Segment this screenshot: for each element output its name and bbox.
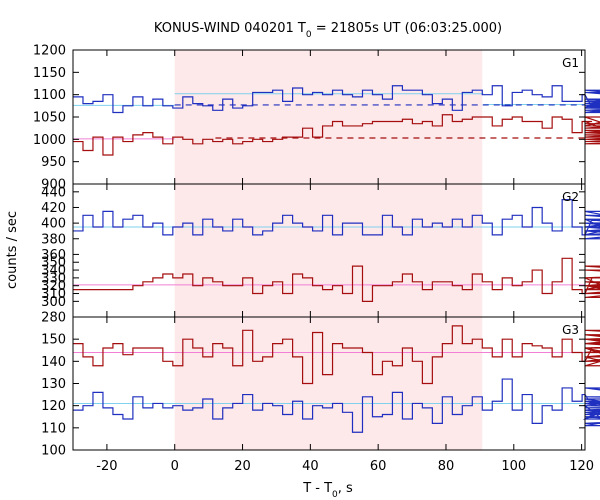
x-tick-label: 40 [302,459,319,474]
panel-g1-ytick-label: 1150 [33,66,66,81]
panel-g2-series-blue [73,199,600,240]
panel-g1-series-blue [73,85,600,114]
chart-title: KONUS-WIND 040201 T0 = 21805s UT (06:03:… [154,21,502,40]
panel-g3-label: G3 [562,323,579,337]
panel-g2-ytick-label: 340 [41,264,66,279]
panel-g1-ytick-label: 1050 [33,111,66,126]
series-layer [73,85,600,433]
panel-g1-ytick-label: 900 [41,178,66,193]
panel-g2-ytick-label: 320 [41,279,66,294]
x-tick-label: 60 [370,459,387,474]
x-axis-title: T - T0, s [302,481,353,500]
panel-g3-ytick-label: 110 [41,421,66,436]
x-tick-label: 120 [569,459,594,474]
y-axis-title: counts / sec [5,211,20,289]
panel-g3-ytick-label: 100 [41,444,66,459]
panel-g2-ytick-label: 400 [41,217,66,232]
panel-g3-ytick-label: 150 [41,333,66,348]
panel-g1-series-red [73,114,600,156]
x-tick-label: 20 [234,459,251,474]
panel-g3-series-red [73,325,600,385]
x-tick-label: 0 [171,459,179,474]
x-tick-label: 80 [438,459,455,474]
panel-g2-ytick-label: 440 [41,185,66,200]
panel-g1-ytick-label: 1200 [33,44,66,59]
background-level-layer [73,93,585,404]
panel-g1-ytick-label: 1000 [33,133,66,148]
panel-g3-ytick-label: 140 [41,355,66,370]
panel-g2-label: G2 [562,190,579,204]
panel-g2-ytick-label: 310 [41,287,66,302]
panel-g2-ytick-label: 280 [41,311,66,326]
panel-g1-label: G1 [562,56,579,70]
tick-layer: 90095010001050110011501200G1280300310320… [33,44,594,475]
x-tick-label: 100 [501,459,526,474]
panel-g3-ytick-label: 130 [41,377,66,392]
panel-g2-ytick-label: 350 [41,256,66,271]
panel-g2-ytick-label: 330 [41,271,66,286]
panel-g2-ytick-label: 300 [41,295,66,310]
panel-g1-ytick-label: 1100 [33,88,66,103]
panel-g2-ytick-label: 360 [41,248,66,263]
panel-g2-series-red [73,257,600,302]
panel-g1-ytick-label: 950 [41,155,66,170]
panel-g3-series-blue [73,378,600,433]
x-tick-label: -20 [96,459,117,474]
panel-g3-ytick-label: 120 [41,399,66,414]
panel-g2-ytick-label: 420 [41,201,66,216]
panel-g2-ytick-label: 380 [41,232,66,247]
